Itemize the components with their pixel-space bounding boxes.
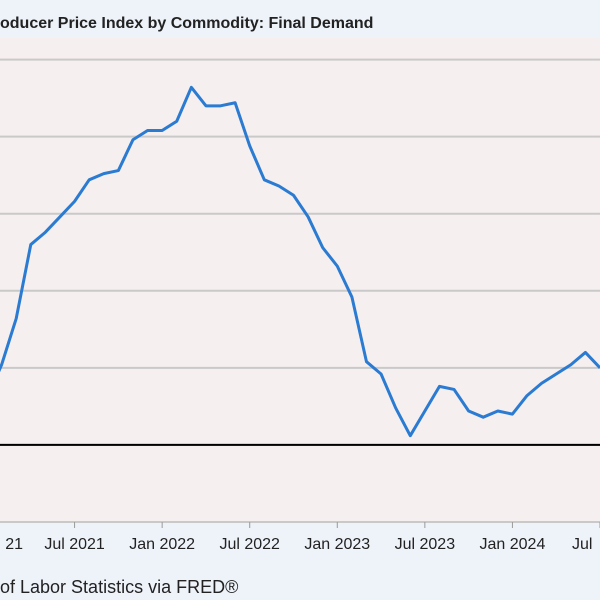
x-tick-label: Jan 2024	[480, 536, 546, 553]
plot-area	[0, 38, 600, 522]
x-tick-label: Jan 2022	[129, 536, 195, 553]
data-line	[0, 85, 600, 438]
chart-title: oducer Price Index by Commodity: Final D…	[0, 15, 373, 32]
source-note: of Labor Statistics via FRED®	[0, 577, 238, 597]
x-tick-label: Jul	[572, 536, 592, 553]
x-tick-label: 21	[5, 536, 23, 553]
x-tick-label: Jul 2023	[395, 536, 456, 553]
x-tick-label: Jul 2022	[219, 536, 280, 553]
x-tick-label: Jul 2021	[44, 536, 105, 553]
x-tick-label: Jan 2023	[304, 536, 370, 553]
